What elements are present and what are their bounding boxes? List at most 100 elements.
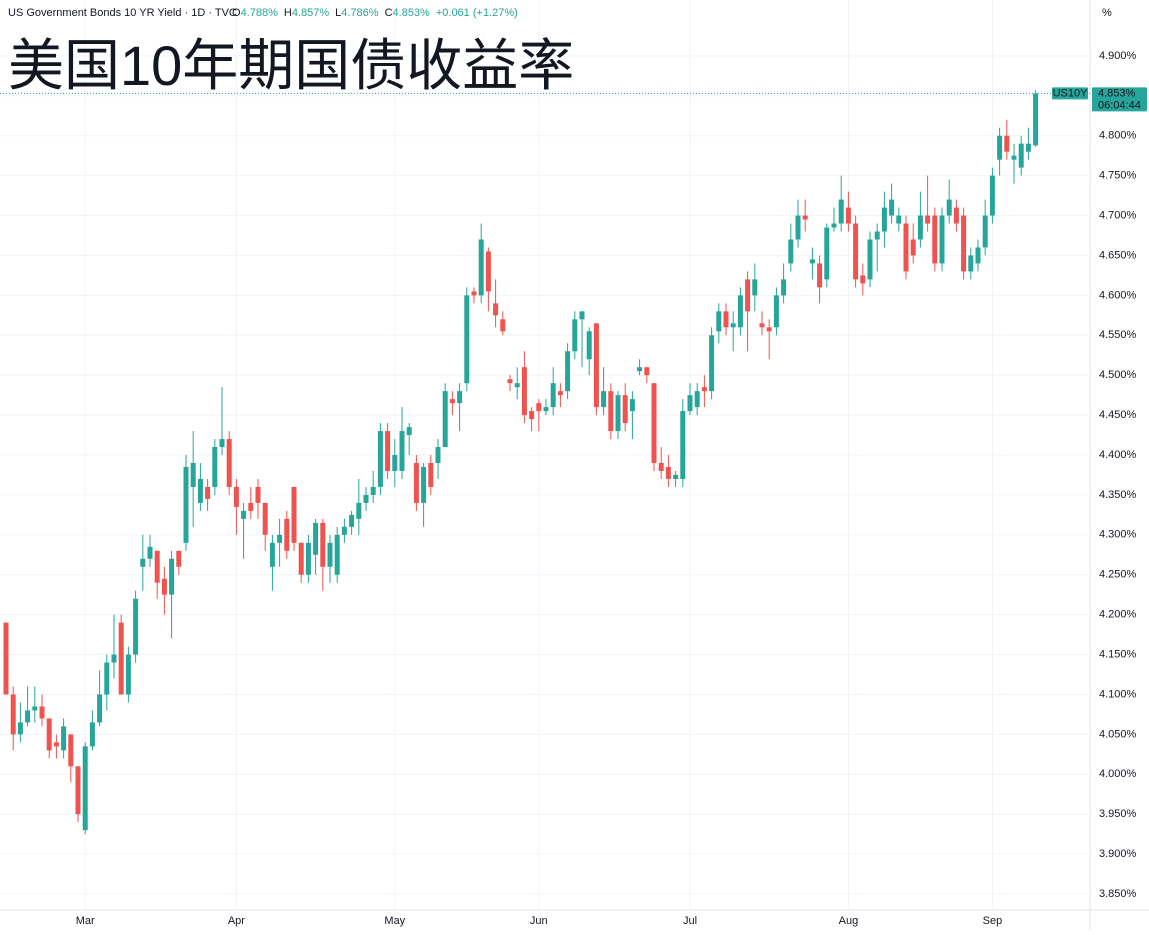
ohlc-value: 4.857% (292, 7, 330, 19)
candle-body (889, 199, 895, 216)
x-tick-label: May (384, 915, 405, 927)
candle-body (824, 227, 830, 280)
candle-body (593, 323, 599, 408)
candle-body (730, 323, 736, 328)
candle-body (716, 311, 722, 332)
y-tick-label: 3.900% (1099, 848, 1137, 860)
candle-body (421, 466, 427, 503)
candle-body (89, 722, 95, 747)
candle-body (68, 734, 74, 767)
candle-body (766, 327, 772, 332)
candle-body (471, 291, 477, 296)
candle-body (932, 215, 938, 264)
candle-body (622, 395, 628, 424)
candle-body (968, 255, 974, 272)
x-tick-label: Apr (228, 915, 245, 927)
candle-body (298, 542, 304, 575)
candle-body (680, 411, 686, 479)
candle-body (802, 215, 808, 220)
ohlc-header: O4.788% H4.857% L4.786% C4.853% +0.061 (+1.2… (232, 7, 518, 19)
candle-body (845, 207, 851, 224)
candle-body (651, 383, 657, 463)
ohlc-key: H (284, 7, 292, 19)
candle-body (17, 722, 23, 735)
candle-body (1033, 93, 1039, 146)
ohlc-value: 4.788% (241, 7, 279, 19)
candle-body (269, 542, 275, 567)
y-tick-label: 4.000% (1099, 768, 1137, 780)
candle-body (435, 447, 441, 463)
ohlc-key: C (385, 7, 393, 19)
candles (3, 90, 1039, 835)
candle-body (161, 578, 167, 595)
candle-body (82, 746, 88, 831)
x-tick-label: Jul (683, 915, 697, 927)
candle-body (500, 319, 506, 332)
candle-body (579, 311, 585, 320)
candle-body (140, 558, 146, 567)
candle-body (615, 395, 621, 432)
candle-body (910, 239, 916, 256)
candle-body (572, 319, 578, 352)
y-tick-label: 4.050% (1099, 728, 1137, 740)
candle-body (428, 462, 434, 487)
price-tag-symbol-bg (1052, 87, 1088, 100)
candle-body (723, 311, 729, 328)
candle-body (853, 223, 859, 280)
candle-body (255, 486, 261, 503)
candle-body (334, 534, 340, 575)
candle-body (233, 486, 239, 507)
candle-body (147, 546, 153, 559)
candle-body (903, 223, 909, 272)
candle-body (320, 522, 326, 567)
y-tick-label: 4.350% (1099, 489, 1137, 501)
candle-body (341, 526, 347, 535)
candle-body (536, 403, 542, 412)
candle-body (10, 694, 16, 735)
ohlc-value: 4.853% (393, 7, 431, 19)
y-tick-label: 3.950% (1099, 808, 1137, 820)
candle-body (154, 550, 160, 583)
candle-body (392, 455, 398, 471)
y-tick-label: 4.600% (1099, 289, 1137, 301)
candle-body (1018, 143, 1024, 168)
candle-body (190, 462, 196, 487)
unit-label: % (1102, 7, 1112, 19)
candle-body (982, 215, 988, 248)
candle-body (709, 335, 715, 392)
y-tick-label: 4.750% (1099, 170, 1137, 182)
candle-body (176, 550, 182, 567)
candle-body (61, 726, 67, 751)
ohlc-key: O (232, 7, 241, 19)
candle-body (197, 478, 203, 503)
x-tick-label: Sep (983, 915, 1003, 927)
candle-body (550, 383, 556, 408)
y-tick-label: 4.500% (1099, 369, 1137, 381)
candle-body (125, 654, 131, 695)
candle-body (226, 439, 232, 487)
y-tick-label: 4.250% (1099, 569, 1137, 581)
candle-body (881, 207, 887, 232)
candle-body (241, 510, 247, 519)
candle-body (363, 494, 369, 503)
symbol: US Government Bonds 10 YR Yield · 1D · T… (8, 7, 237, 19)
candle-body (507, 379, 513, 384)
y-tick-label: 4.100% (1099, 688, 1137, 700)
candle-body (687, 395, 693, 412)
candle-body (665, 466, 671, 479)
x-tick-label: Aug (839, 915, 859, 927)
candle-body (1004, 135, 1010, 152)
y-tick-label: 4.200% (1099, 609, 1137, 621)
chart-title: 美国10年期国债收益率 (8, 34, 574, 97)
price-tag-bg (1092, 87, 1147, 112)
candle-body (277, 534, 283, 543)
candle-body (737, 295, 743, 328)
price-tag-symbol: US10Y (1053, 87, 1089, 99)
candle-body (975, 247, 981, 264)
candle-body (313, 522, 319, 555)
candle-body (449, 399, 455, 404)
candle-body (183, 466, 189, 543)
candle-body (75, 766, 81, 815)
candle-body (637, 367, 643, 372)
